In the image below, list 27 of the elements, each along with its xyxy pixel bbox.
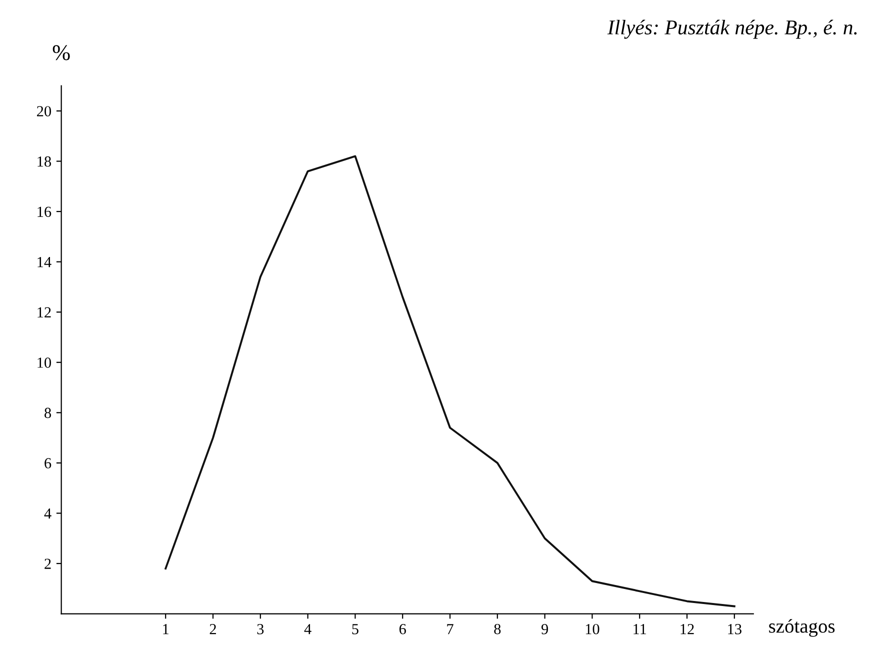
x-tick-label: 10 (586, 624, 600, 634)
y-tick-label: 4 (44, 508, 52, 519)
y-tick-label: 14 (38, 257, 52, 268)
y-tick-label: 10 (38, 358, 52, 368)
chart-title: Illyés: Puszták népe. Bp., é. n. (607, 20, 857, 39)
x-tick-label: 2 (210, 624, 216, 634)
x-tick-label: 11 (634, 624, 646, 634)
y-tick-label: 12 (38, 307, 51, 318)
x-tick-label: 5 (352, 624, 358, 634)
x-tick-label: 7 (447, 624, 454, 634)
x-tick-label: 3 (257, 624, 264, 634)
x-tick-label: 12 (680, 624, 694, 634)
line-series (164, 155, 736, 608)
y-tick-label: 2 (44, 558, 51, 569)
x-tick-label: 4 (304, 624, 312, 634)
y-tick-label: 8 (44, 408, 52, 418)
y-tick-label: 20 (36, 106, 52, 116)
y-tick-label: 16 (38, 206, 52, 217)
y-tick-label: 6 (44, 458, 52, 468)
x-tick-label: 9 (541, 624, 548, 634)
x-tick-label: 1 (163, 624, 169, 634)
x-tick-label: 13 (728, 624, 742, 634)
x-tick-label: 6 (399, 624, 406, 634)
y-axis-title: % (52, 45, 70, 60)
x-tick-label: 8 (494, 624, 501, 634)
y-tick-label: 18 (38, 156, 52, 167)
x-axis-title: szótagos (769, 619, 835, 637)
